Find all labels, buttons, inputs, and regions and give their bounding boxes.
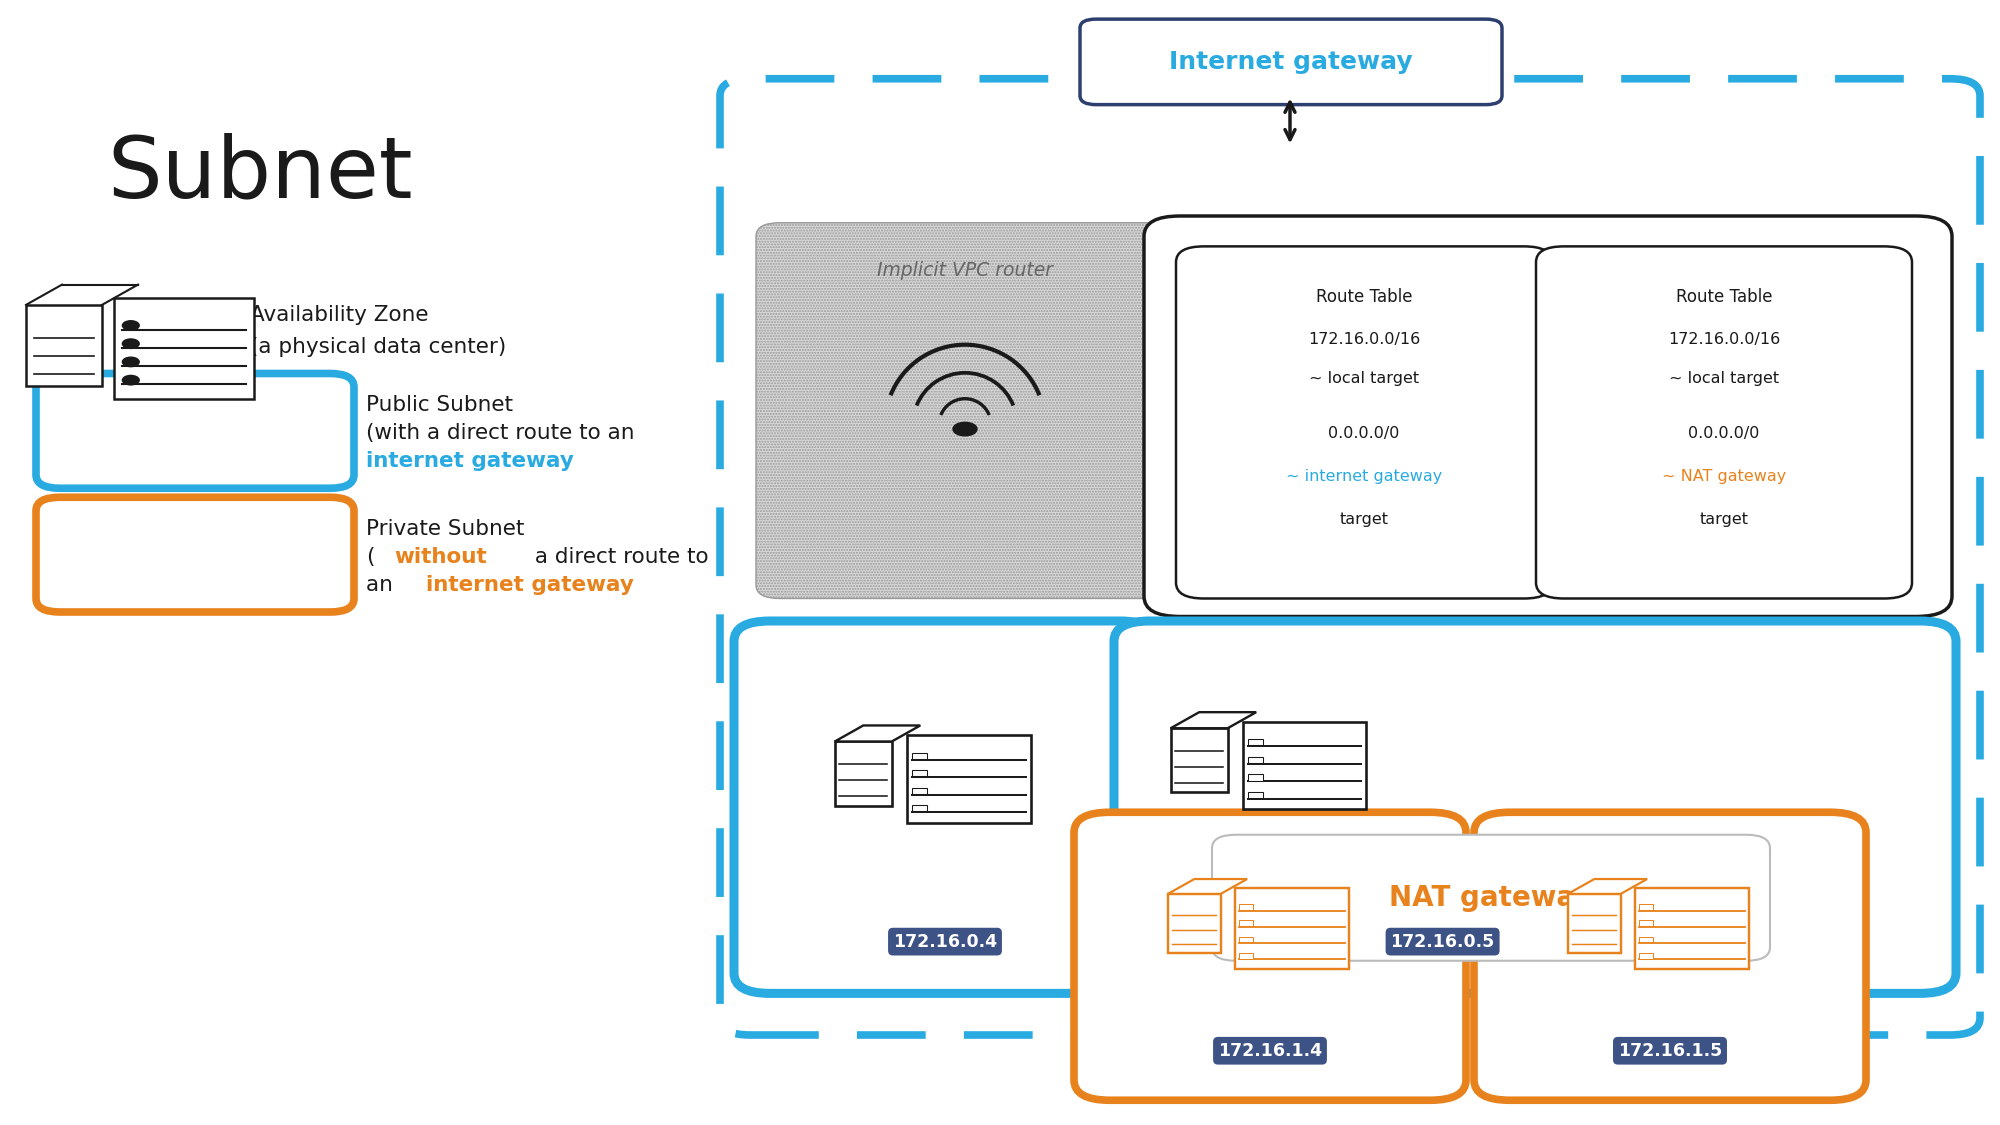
- Text: 172.16.1.4: 172.16.1.4: [1218, 1042, 1322, 1060]
- Text: 172.16.0.4: 172.16.0.4: [892, 933, 998, 951]
- Circle shape: [122, 339, 140, 349]
- FancyBboxPatch shape: [1248, 757, 1262, 763]
- Text: 172.16.0.5: 172.16.0.5: [1390, 933, 1494, 951]
- FancyBboxPatch shape: [1640, 920, 1654, 926]
- FancyBboxPatch shape: [912, 788, 926, 794]
- FancyBboxPatch shape: [1640, 904, 1654, 910]
- Text: ): ): [850, 575, 858, 595]
- FancyBboxPatch shape: [1240, 920, 1254, 926]
- Text: 172.16.0.0/16: 172.16.0.0/16: [1308, 332, 1420, 348]
- FancyBboxPatch shape: [912, 806, 926, 811]
- Text: ): ): [790, 451, 798, 471]
- FancyBboxPatch shape: [1240, 904, 1254, 910]
- Polygon shape: [1568, 879, 1648, 894]
- FancyBboxPatch shape: [1248, 739, 1262, 746]
- Text: Route Tables: Route Tables: [1468, 259, 1628, 282]
- Polygon shape: [1170, 712, 1256, 728]
- Text: ~ NAT gateway: ~ NAT gateway: [1662, 469, 1786, 484]
- Circle shape: [122, 358, 140, 367]
- FancyBboxPatch shape: [1640, 953, 1654, 958]
- FancyBboxPatch shape: [1634, 888, 1750, 969]
- FancyBboxPatch shape: [1248, 792, 1262, 798]
- FancyBboxPatch shape: [1170, 728, 1228, 792]
- FancyBboxPatch shape: [36, 374, 354, 488]
- FancyBboxPatch shape: [1168, 894, 1220, 953]
- Circle shape: [122, 321, 140, 331]
- Text: an: an: [366, 575, 400, 595]
- Text: ~ internet gateway: ~ internet gateway: [1286, 469, 1442, 484]
- Text: Route Table: Route Table: [1676, 288, 1772, 306]
- Text: (: (: [366, 547, 374, 567]
- Text: Route Table: Route Table: [1316, 288, 1412, 306]
- Text: 172.16.0.0/16: 172.16.0.0/16: [1668, 332, 1780, 348]
- FancyBboxPatch shape: [912, 753, 926, 758]
- Text: internet gateway: internet gateway: [366, 451, 574, 471]
- Text: target: target: [1340, 512, 1388, 526]
- Text: 172.16.1.5: 172.16.1.5: [1618, 1042, 1722, 1060]
- FancyBboxPatch shape: [114, 298, 254, 399]
- FancyBboxPatch shape: [912, 771, 926, 776]
- FancyBboxPatch shape: [756, 223, 1174, 598]
- Circle shape: [122, 376, 140, 385]
- Text: Public Subnet: Public Subnet: [366, 395, 512, 415]
- Polygon shape: [834, 726, 920, 741]
- FancyBboxPatch shape: [1568, 894, 1620, 953]
- FancyBboxPatch shape: [1074, 812, 1466, 1100]
- Text: Availability Zone: Availability Zone: [250, 305, 428, 325]
- Text: Subnet: Subnet: [108, 133, 412, 216]
- FancyBboxPatch shape: [1144, 216, 1952, 616]
- Text: Private Subnet: Private Subnet: [366, 519, 524, 539]
- Text: (a physical data center): (a physical data center): [250, 336, 506, 357]
- Text: (with a direct route to an: (with a direct route to an: [366, 423, 634, 443]
- Polygon shape: [1168, 879, 1248, 894]
- Text: Implicit VPC router: Implicit VPC router: [878, 261, 1052, 280]
- FancyBboxPatch shape: [1242, 722, 1366, 809]
- FancyBboxPatch shape: [1176, 246, 1552, 598]
- Text: without: without: [394, 547, 486, 567]
- Text: 0.0.0.0/0: 0.0.0.0/0: [1688, 426, 1760, 441]
- FancyBboxPatch shape: [1080, 19, 1502, 105]
- Text: ~ local target: ~ local target: [1308, 371, 1420, 386]
- Text: 0.0.0.0/0: 0.0.0.0/0: [1328, 426, 1400, 441]
- Text: NAT gateway: NAT gateway: [1390, 884, 1592, 911]
- FancyBboxPatch shape: [834, 741, 892, 805]
- FancyBboxPatch shape: [1474, 812, 1866, 1100]
- Text: internet gateway: internet gateway: [426, 575, 634, 595]
- Circle shape: [954, 422, 978, 435]
- FancyBboxPatch shape: [1212, 835, 1770, 961]
- FancyBboxPatch shape: [1114, 621, 1956, 993]
- FancyBboxPatch shape: [908, 735, 1030, 822]
- FancyBboxPatch shape: [1240, 937, 1254, 943]
- FancyBboxPatch shape: [36, 497, 354, 612]
- FancyBboxPatch shape: [1536, 246, 1912, 598]
- FancyBboxPatch shape: [1248, 774, 1262, 781]
- FancyBboxPatch shape: [1234, 888, 1350, 969]
- FancyBboxPatch shape: [1640, 937, 1654, 943]
- FancyBboxPatch shape: [26, 305, 102, 386]
- FancyBboxPatch shape: [734, 621, 1156, 993]
- FancyBboxPatch shape: [756, 223, 1174, 598]
- Text: target: target: [1700, 512, 1748, 526]
- FancyBboxPatch shape: [1240, 953, 1254, 958]
- Text: ~ local target: ~ local target: [1668, 371, 1780, 386]
- Text: a direct route to: a direct route to: [528, 547, 708, 567]
- Text: Internet gateway: Internet gateway: [1170, 50, 1412, 74]
